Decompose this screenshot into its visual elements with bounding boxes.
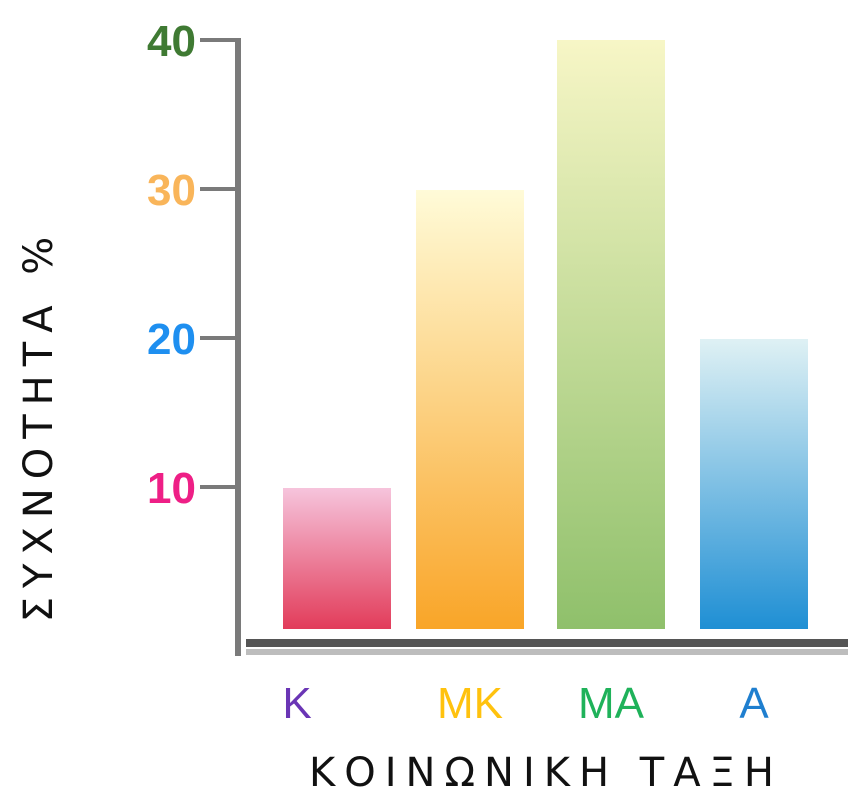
x-category-label: Κ bbox=[282, 679, 311, 728]
x-category-label: ΜΑ bbox=[578, 679, 645, 728]
bar-4 bbox=[700, 339, 808, 629]
bars-layer bbox=[283, 40, 808, 629]
y-axis-title: ΣΥΧΝΟΤΗΤΑ % bbox=[16, 228, 62, 623]
x-category-label: ΜΚ bbox=[437, 679, 503, 728]
bar-1 bbox=[283, 488, 391, 629]
y-tick-label: 40 bbox=[147, 17, 196, 66]
y-tick-label: 20 bbox=[147, 315, 196, 364]
y-ticks: 10 20 30 40 bbox=[147, 17, 238, 513]
y-tick-label: 30 bbox=[147, 166, 196, 215]
bar-3 bbox=[557, 40, 665, 629]
x-axis-title: ΚΟΙΝΩΝΙΚΗ ΤΑΞΗ bbox=[309, 750, 783, 792]
y-tick-label: 10 bbox=[147, 464, 196, 513]
x-category-labels: Κ ΜΚ ΜΑ Α bbox=[282, 679, 769, 728]
x-category-label: Α bbox=[739, 679, 769, 728]
axes-layer bbox=[235, 38, 848, 656]
bar-2 bbox=[416, 190, 524, 629]
